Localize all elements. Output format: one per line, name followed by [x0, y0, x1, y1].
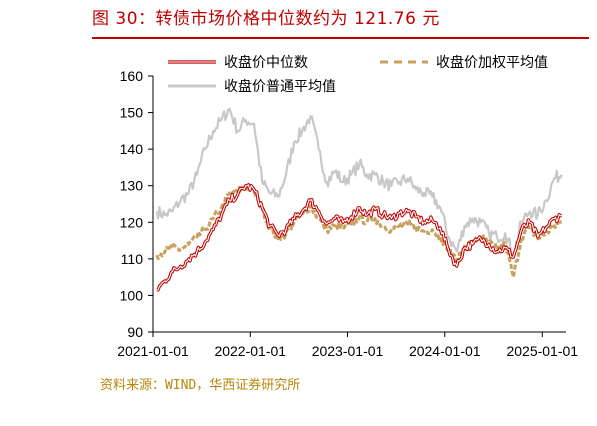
source-note: 资料来源：WIND，华西证券研究所: [100, 378, 301, 393]
legend-label-0: 收盘价中位数: [224, 54, 308, 71]
x-tick-label: 2024-01-01: [409, 343, 481, 359]
series-0-line-inner: [156, 184, 562, 291]
y-tick-label: 160: [120, 68, 144, 84]
y-tick-label: 150: [120, 105, 144, 121]
series-2-line: [155, 107, 563, 258]
figure-title: 图 30：转债市场价格中位数约为 121.76 元: [92, 9, 440, 29]
y-tick-label: 120: [120, 214, 144, 230]
series-1-line: [155, 184, 562, 279]
x-tick-label: 2022-01-01: [214, 343, 286, 359]
legend-label-2: 收盘价普通平均值: [224, 78, 336, 95]
y-tick-label: 140: [120, 141, 144, 157]
title-rule: [92, 37, 589, 39]
x-tick-label: 2021-01-01: [117, 343, 189, 359]
chart-axes: 90 100 110 120 130 140 150 160 2021-01-01 2022-01…: [117, 68, 578, 359]
series-layer: [155, 107, 563, 292]
series-0-line: [156, 183, 563, 292]
y-tick-label: 100: [120, 287, 144, 303]
x-tick-label: 2025-01-01: [506, 343, 578, 359]
x-tick-label: 2023-01-01: [312, 343, 384, 359]
y-tick-label: 90: [127, 324, 143, 340]
y-tick-label: 130: [120, 178, 144, 194]
legend-label-1: 收盘价加权平均值: [436, 54, 548, 71]
y-tick-label: 110: [121, 251, 144, 267]
